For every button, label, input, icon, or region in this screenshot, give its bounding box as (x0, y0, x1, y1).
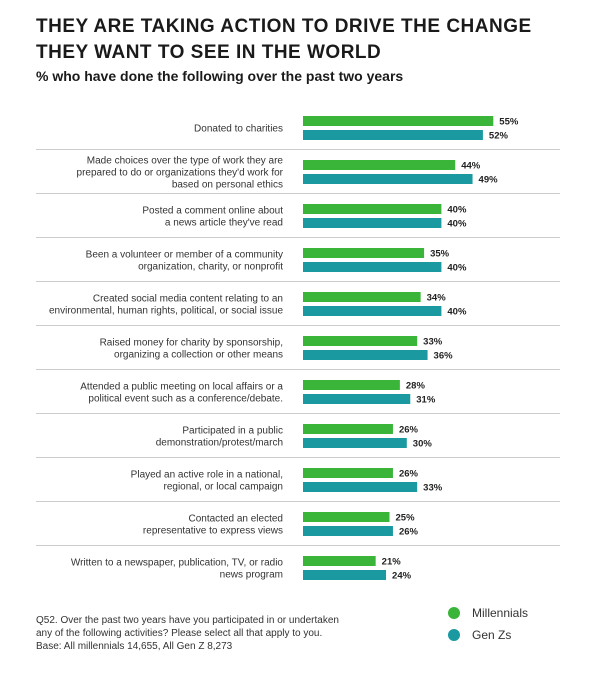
value-label-millennials-0: 55% (499, 117, 519, 128)
category-label-5-line-0: Raised money for charity by sponsorship, (100, 338, 283, 349)
legend-item-millennials: Millennials (448, 602, 528, 624)
legend-swatch-genz (448, 629, 460, 641)
footnote-line-3: Base: All millennials 14,655, All Gen Z … (36, 641, 233, 652)
chart-title-line-1: THEY ARE TAKING ACTION TO DRIVE THE CHAN… (36, 16, 532, 37)
value-label-millennials-2: 40% (447, 205, 467, 216)
category-label-1-line-1: prepared to do or organizations they'd w… (77, 168, 284, 179)
value-label-genz-2: 40% (447, 219, 467, 230)
category-label-3-line-1: organization, charity, or nonprofit (138, 262, 283, 273)
bar-millennials-2 (303, 204, 442, 214)
value-label-millennials-4: 34% (427, 293, 447, 304)
chart-title: THEY ARE TAKING ACTION TO DRIVE THE CHAN… (36, 14, 576, 66)
value-label-genz-5: 36% (434, 351, 454, 362)
bar-millennials-6 (303, 380, 400, 390)
value-label-millennials-10: 21% (382, 557, 402, 568)
category-label-4-line-1: environmental, human rights, political, … (49, 306, 283, 317)
category-label-1-line-2: based on personal ethics (172, 180, 283, 191)
value-label-millennials-7: 26% (399, 425, 419, 436)
category-label-4-line-0: Created social media content relating to… (93, 294, 283, 305)
bar-millennials-10 (303, 556, 376, 566)
legend: Millennials Gen Zs (448, 602, 528, 646)
value-label-millennials-3: 35% (430, 249, 450, 260)
bar-genz-8 (303, 482, 418, 492)
bar-genz-10 (303, 570, 387, 580)
bar-genz-7 (303, 438, 407, 448)
category-label-0-line-0: Donated to charities (194, 124, 283, 135)
value-label-genz-9: 26% (399, 527, 419, 538)
value-label-millennials-5: 33% (423, 337, 443, 348)
category-label-10-line-1: news program (220, 570, 283, 581)
bar-genz-5 (303, 350, 428, 360)
bar-millennials-4 (303, 292, 421, 302)
value-label-genz-1: 49% (479, 175, 499, 186)
bar-millennials-8 (303, 468, 393, 478)
bar-chart: Donated to charities 55% 52% Made choices o… (36, 116, 560, 582)
category-label-7-line-1: demonstration/protest/march (156, 438, 283, 449)
category-label-2-line-1: a news article they've read (165, 218, 283, 229)
footnote-line-2: any of the following activities? Please … (36, 628, 323, 639)
category-label-7-line-0: Participated in a public (182, 426, 283, 437)
value-label-millennials-8: 26% (399, 469, 419, 480)
category-label-3-line-0: Been a volunteer or member of a communit… (86, 250, 283, 261)
category-label-2-line-0: Posted a comment online about (142, 206, 283, 217)
bar-genz-3 (303, 262, 442, 272)
value-label-genz-4: 40% (447, 307, 467, 318)
legend-swatch-millennials (448, 607, 460, 619)
category-label-5-line-1: organizing a collection or other means (114, 350, 283, 361)
category-label-1-line-0: Made choices over the type of work they … (87, 156, 284, 167)
bar-millennials-5 (303, 336, 418, 346)
bar-millennials-9 (303, 512, 390, 522)
bar-genz-4 (303, 306, 442, 316)
chart-subtitle: % who have done the following over the p… (36, 68, 404, 84)
bar-genz-6 (303, 394, 411, 404)
bar-genz-1 (303, 174, 473, 184)
category-label-9-line-0: Contacted an elected (188, 514, 283, 525)
bar-genz-0 (303, 130, 483, 140)
value-label-genz-8: 33% (423, 483, 443, 494)
category-label-6-line-1: political event such as a conference/deb… (88, 394, 283, 405)
footnote: Q52. Over the past two years have you pa… (36, 614, 396, 653)
value-label-genz-0: 52% (489, 131, 509, 142)
bar-millennials-7 (303, 424, 393, 434)
category-label-9-line-1: representative to express views (143, 526, 283, 537)
bar-millennials-0 (303, 116, 494, 126)
bar-genz-2 (303, 218, 442, 228)
category-label-8-line-1: regional, or local campaign (163, 482, 283, 493)
value-label-genz-6: 31% (416, 395, 436, 406)
category-label-8-line-0: Played an active role in a national, (131, 470, 283, 481)
value-label-genz-7: 30% (413, 439, 433, 450)
value-label-millennials-9: 25% (396, 513, 416, 524)
value-label-millennials-1: 44% (461, 161, 481, 172)
bar-genz-9 (303, 526, 393, 536)
bar-millennials-3 (303, 248, 425, 258)
category-label-10-line-0: Written to a newspaper, publication, TV,… (71, 558, 284, 569)
value-label-millennials-6: 28% (406, 381, 426, 392)
chart-title-line-2: THEY WANT TO SEE IN THE WORLD (36, 42, 382, 63)
legend-label-genz: Gen Zs (472, 628, 512, 642)
footnote-line-1: Q52. Over the past two years have you pa… (36, 615, 339, 626)
legend-label-millennials: Millennials (472, 606, 529, 620)
value-label-genz-3: 40% (447, 263, 467, 274)
category-label-6-line-0: Attended a public meeting on local affai… (80, 382, 283, 393)
legend-item-genz: Gen Zs (448, 624, 528, 646)
bar-millennials-1 (303, 160, 456, 170)
value-label-genz-10: 24% (392, 571, 412, 582)
